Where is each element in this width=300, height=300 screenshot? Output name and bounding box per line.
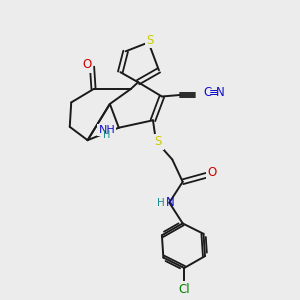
- Text: NH: NH: [98, 125, 115, 135]
- Text: S: S: [154, 136, 162, 148]
- Text: N: N: [215, 85, 224, 98]
- Text: H: H: [157, 198, 165, 208]
- Text: ≡: ≡: [209, 85, 219, 98]
- Text: C: C: [203, 85, 212, 98]
- Text: S: S: [146, 34, 154, 46]
- Text: H: H: [103, 130, 111, 140]
- Text: Cl: Cl: [178, 283, 190, 296]
- Text: O: O: [208, 167, 217, 179]
- Text: O: O: [82, 58, 91, 71]
- Text: N: N: [166, 196, 174, 209]
